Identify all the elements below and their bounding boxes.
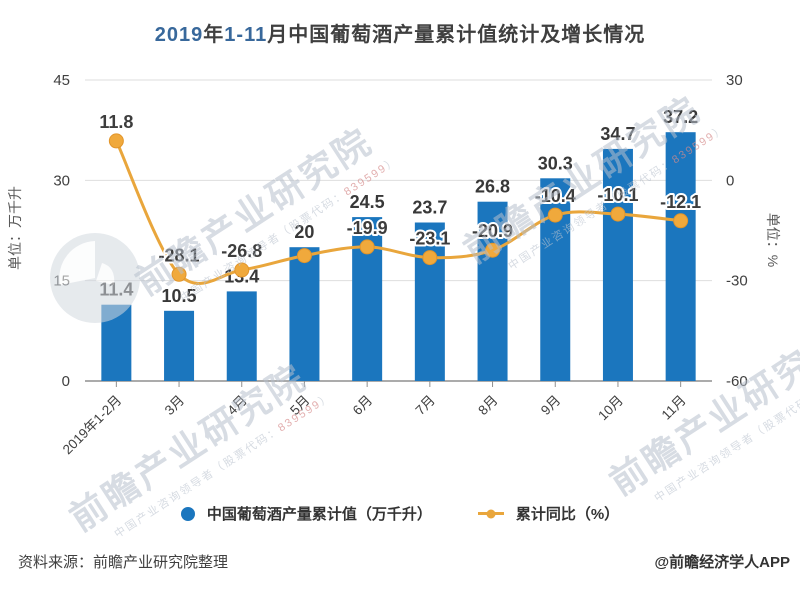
bar (226, 291, 257, 381)
bar-value-label: 20 (294, 222, 314, 242)
chart-title-part: 年 (203, 24, 225, 46)
line-value-label: 11.8 (99, 112, 133, 132)
chart-title-part: 1-11 (224, 24, 268, 46)
bar (164, 310, 195, 381)
bar-value-label: 30.3 (538, 153, 573, 173)
line-marker (673, 213, 689, 229)
line-value-label: -12.1 (660, 192, 701, 212)
line-value-label: -19.9 (347, 218, 388, 238)
line-marker (485, 242, 501, 258)
legend-item-bar-series[interactable]: 中国葡萄酒产量累计值（万千升） (180, 503, 432, 524)
left-axis-tick-label: 30 (53, 172, 70, 189)
line-value-label: -28.1 (159, 245, 200, 265)
x-axis-category-label: 5月 (287, 393, 312, 418)
right-axis-tick-label: -60 (726, 373, 748, 390)
line-marker (234, 262, 250, 278)
footer: 资料来源：前瞻产业研究院整理 @前瞻经济学人APP (0, 546, 800, 576)
line-value-label: -26.8 (221, 241, 262, 261)
line-marker (108, 133, 124, 149)
bar-value-label: 11.4 (99, 280, 133, 300)
line-value-label: -10.1 (597, 185, 638, 205)
bar-value-label: 26.8 (475, 177, 510, 197)
x-axis-category-label: 10月 (595, 393, 626, 424)
line-series-label: 累计同比（%） (515, 506, 620, 523)
bar (101, 304, 132, 381)
line-series (114, 140, 681, 285)
credit-text: @前瞻经济学人APP (654, 554, 790, 571)
line-marker (359, 239, 375, 255)
data-source-text: 资料来源：前瞻产业研究院整理 (18, 554, 229, 571)
x-axis-category-label: 3月 (162, 393, 187, 418)
line-marker (610, 206, 626, 222)
bar-value-label: 10.5 (162, 286, 197, 306)
line-marker (296, 248, 312, 264)
left-axis-title: 单位：万千升 (7, 186, 23, 270)
line-marker (547, 207, 563, 223)
right-axis-tick-label: -30 (726, 273, 748, 290)
chart-title: 2019年1-11月中国葡萄酒产量累计值统计及增长情况 (0, 18, 800, 47)
right-axis-tick-label: 30 (726, 72, 743, 89)
left-axis-tick-label: 45 (53, 72, 70, 89)
bar (289, 247, 320, 381)
bar-value-label: 37.2 (663, 107, 698, 127)
right-axis-title: 单位：% (765, 213, 781, 267)
bar (414, 222, 445, 381)
line-value-label: -10.4 (535, 186, 576, 206)
x-axis-category-label: 6月 (350, 393, 375, 418)
line-value-label: -23.1 (409, 229, 450, 249)
bar-value-label: 24.5 (350, 192, 385, 212)
legend-item-line-series[interactable]: 累计同比（%） (477, 503, 620, 524)
bar (477, 201, 508, 381)
x-axis-category-label: 8月 (475, 393, 500, 418)
bar-value-label: 34.7 (600, 124, 635, 144)
chart-title-part: 2019 (154, 24, 204, 46)
left-axis-tick-label: 0 (62, 373, 70, 390)
bar-series-swatch-icon (180, 506, 195, 521)
x-axis-category-label: 2019年1-2月 (60, 393, 125, 458)
right-axis-tick-label: 0 (726, 172, 734, 189)
line-marker (171, 266, 187, 282)
bar (602, 148, 633, 381)
x-axis-category-label: 4月 (224, 393, 249, 418)
x-axis-category-label: 7月 (413, 393, 438, 418)
bar-series-label: 中国葡萄酒产量累计值（万千升） (206, 506, 432, 523)
chart-title-part: 月中国葡萄酒产量累计值统计及增长情况 (267, 24, 646, 46)
legend: 中国葡萄酒产量累计值（万千升） 累计同比（%） (0, 503, 800, 524)
x-axis-category-label: 11月 (659, 393, 689, 423)
line-value-label: -20.9 (472, 221, 513, 241)
bar (665, 132, 696, 381)
x-axis-category-label: 9月 (538, 393, 563, 418)
bar-value-label: 23.7 (412, 198, 447, 218)
left-axis-tick-label: 15 (53, 273, 70, 290)
line-marker (422, 250, 438, 266)
line-series-swatch-icon (477, 509, 504, 518)
